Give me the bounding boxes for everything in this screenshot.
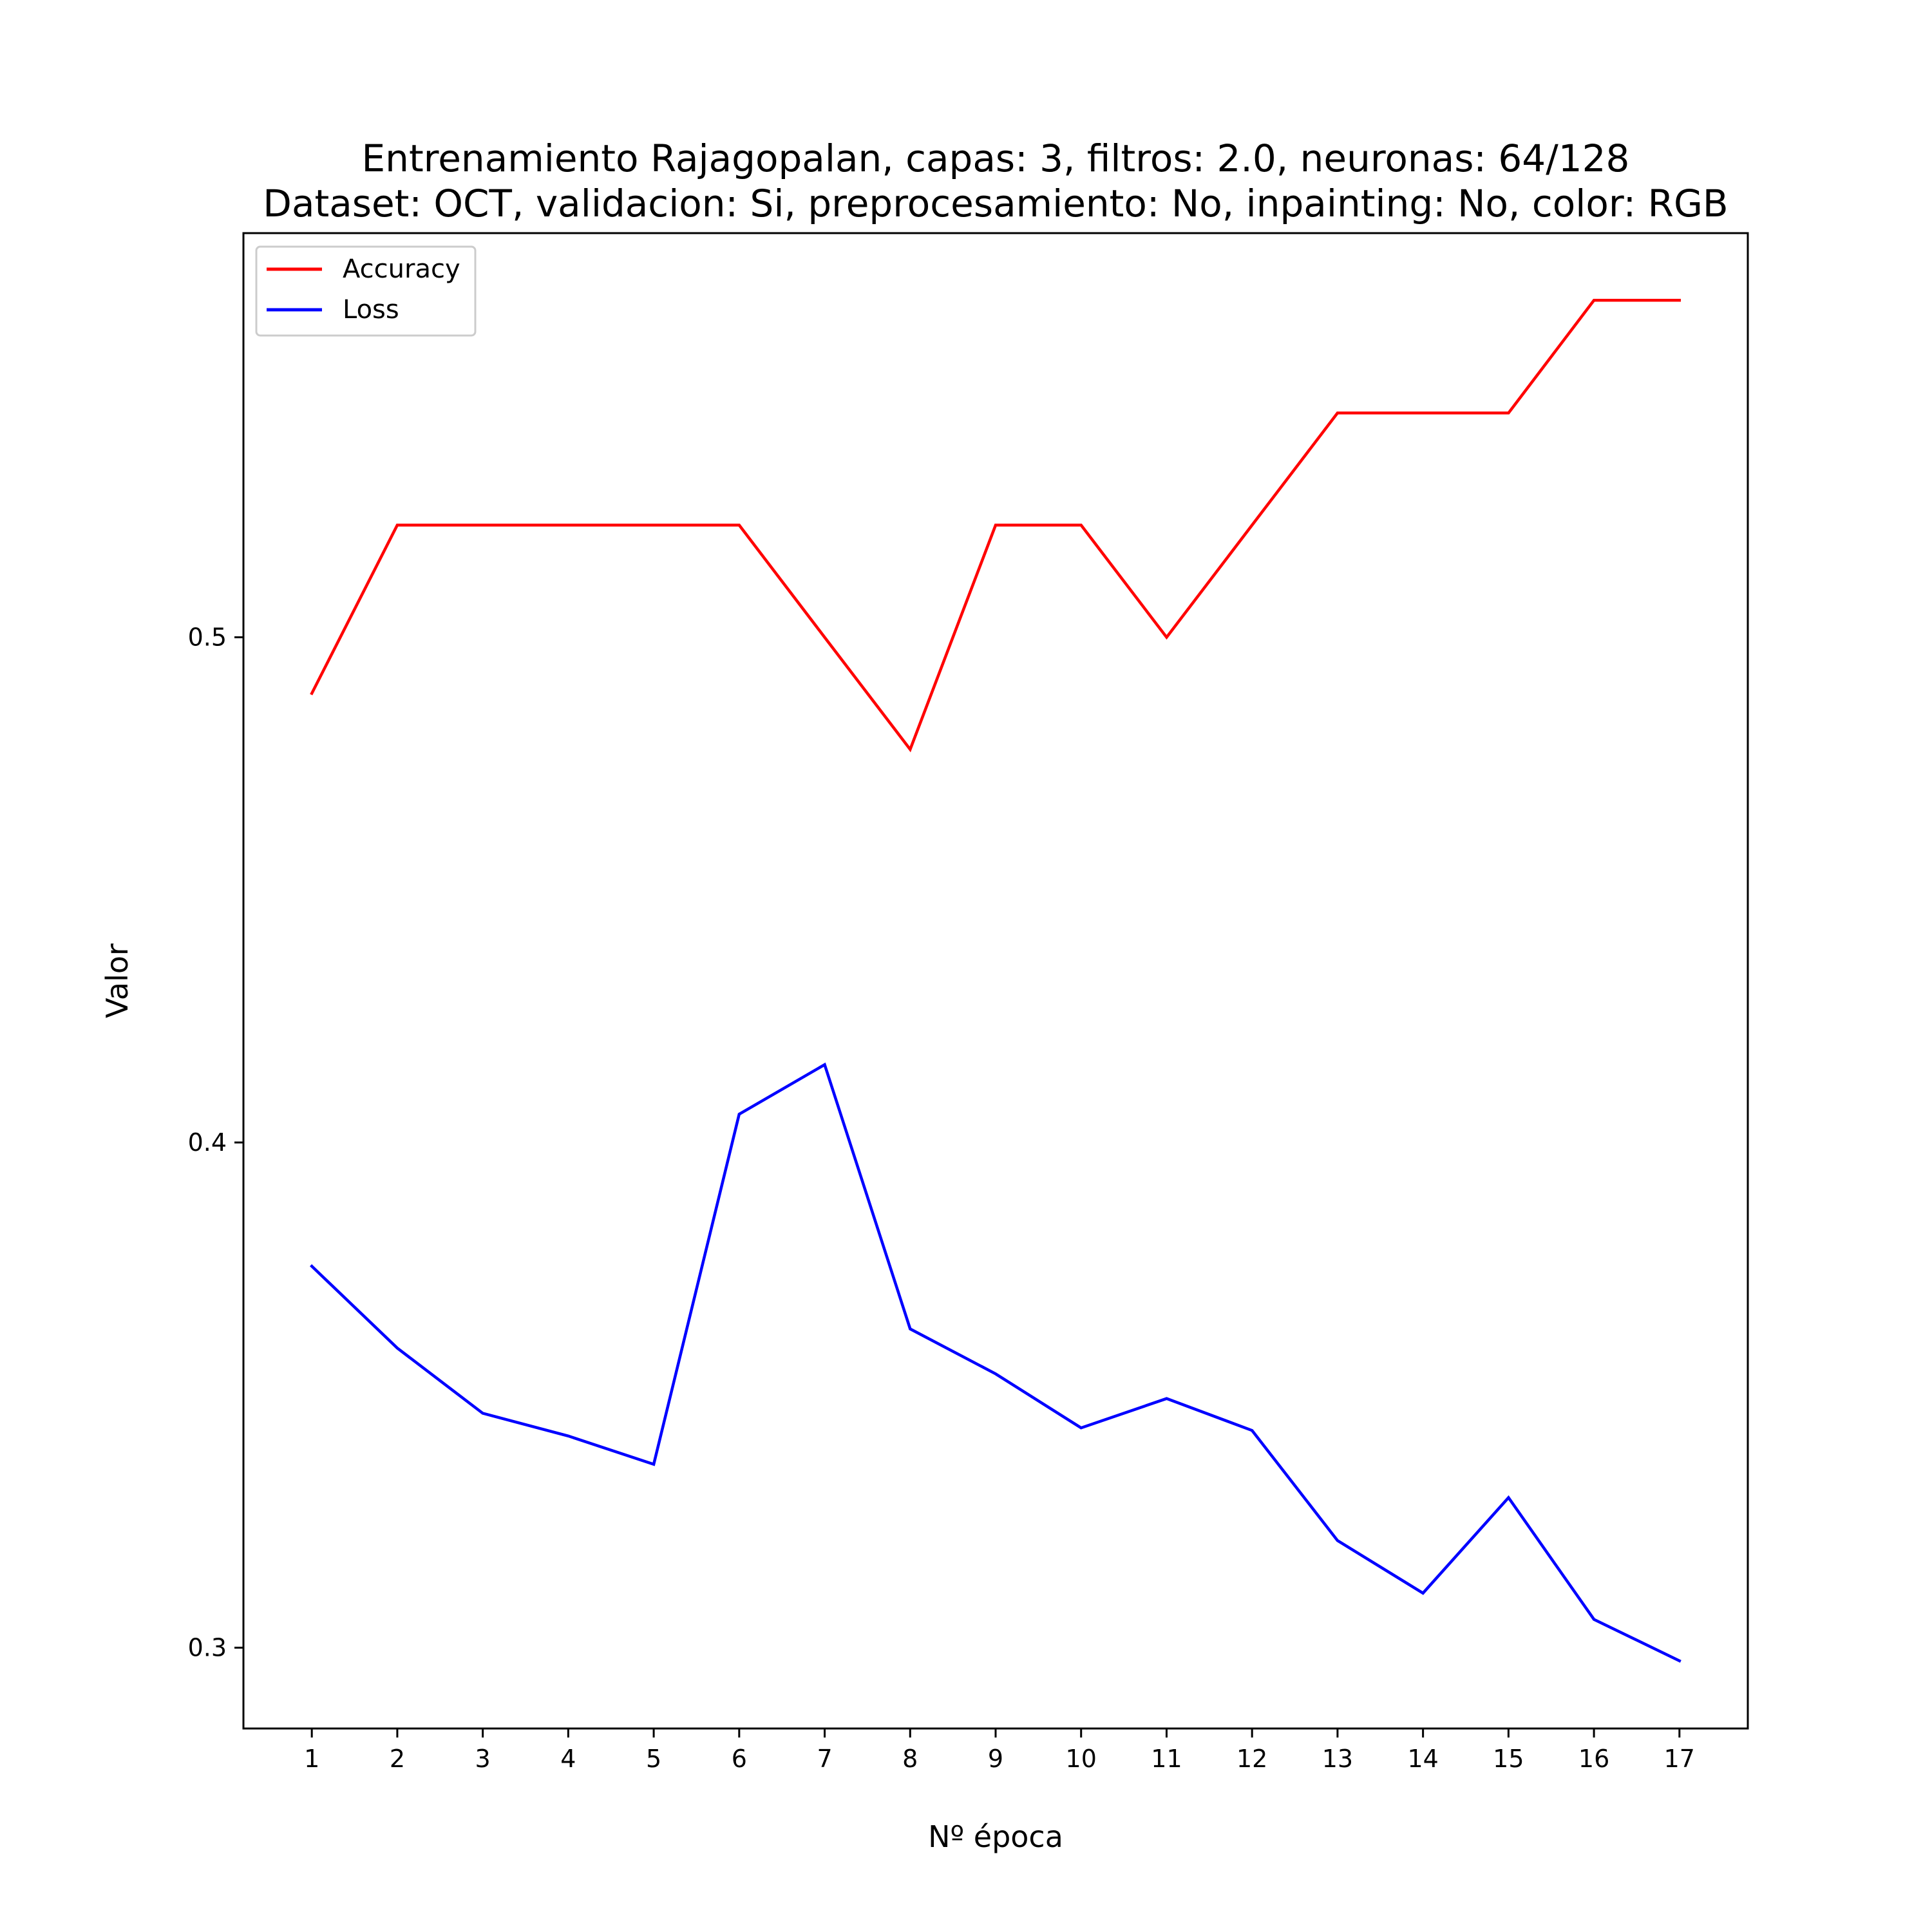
- x-tick-label-4: 4: [560, 1745, 576, 1773]
- x-tick-label-2: 2: [390, 1745, 405, 1773]
- y-tick-label-0.5: 0.5: [188, 623, 227, 652]
- x-tick-label-5: 5: [646, 1745, 661, 1773]
- legend-accuracy-label: Accuracy: [343, 254, 460, 284]
- x-tick-label-7: 7: [817, 1745, 832, 1773]
- series-line-accuracy: [310, 299, 1681, 753]
- legend: Accuracy Loss: [255, 245, 477, 337]
- x-axis-ticks: 1 2 3 4 5 6 7 8 9 10 11 12 13 14 15 16 17: [304, 1728, 1695, 1773]
- legend-loss-label: Loss: [343, 295, 399, 325]
- y-axis-ticks: 0.3 0.4 0.5: [188, 623, 243, 1662]
- x-tick-label-9: 9: [988, 1745, 1003, 1773]
- plot-area: [243, 233, 1748, 1728]
- y-axis-label: Valor: [100, 943, 135, 1018]
- x-tick-label-13: 13: [1322, 1745, 1353, 1773]
- x-tick-label-10: 10: [1066, 1745, 1097, 1773]
- x-tick-label-16: 16: [1578, 1745, 1609, 1773]
- x-axis-label: Nº época: [928, 1819, 1063, 1854]
- y-tick-label-0.4: 0.4: [188, 1128, 227, 1157]
- x-tick-label-12: 12: [1236, 1745, 1267, 1773]
- x-tick-label-15: 15: [1493, 1745, 1524, 1773]
- x-tick-label-11: 11: [1151, 1745, 1182, 1773]
- chart-subtitle: Dataset: OCT, validacion: Si, preprocesa…: [263, 182, 1728, 225]
- x-tick-label-14: 14: [1407, 1745, 1438, 1773]
- series-layer: [310, 299, 1681, 1663]
- chart-title: Entrenamiento Rajagopalan, capas: 3, fil…: [362, 137, 1630, 180]
- series-line-loss: [310, 1062, 1681, 1663]
- x-tick-label-6: 6: [732, 1745, 747, 1773]
- x-tick-label-1: 1: [304, 1745, 319, 1773]
- y-tick-label-0.3: 0.3: [188, 1633, 227, 1662]
- x-tick-label-8: 8: [902, 1745, 918, 1773]
- x-tick-label-3: 3: [475, 1745, 491, 1773]
- x-tick-label-17: 17: [1664, 1745, 1695, 1773]
